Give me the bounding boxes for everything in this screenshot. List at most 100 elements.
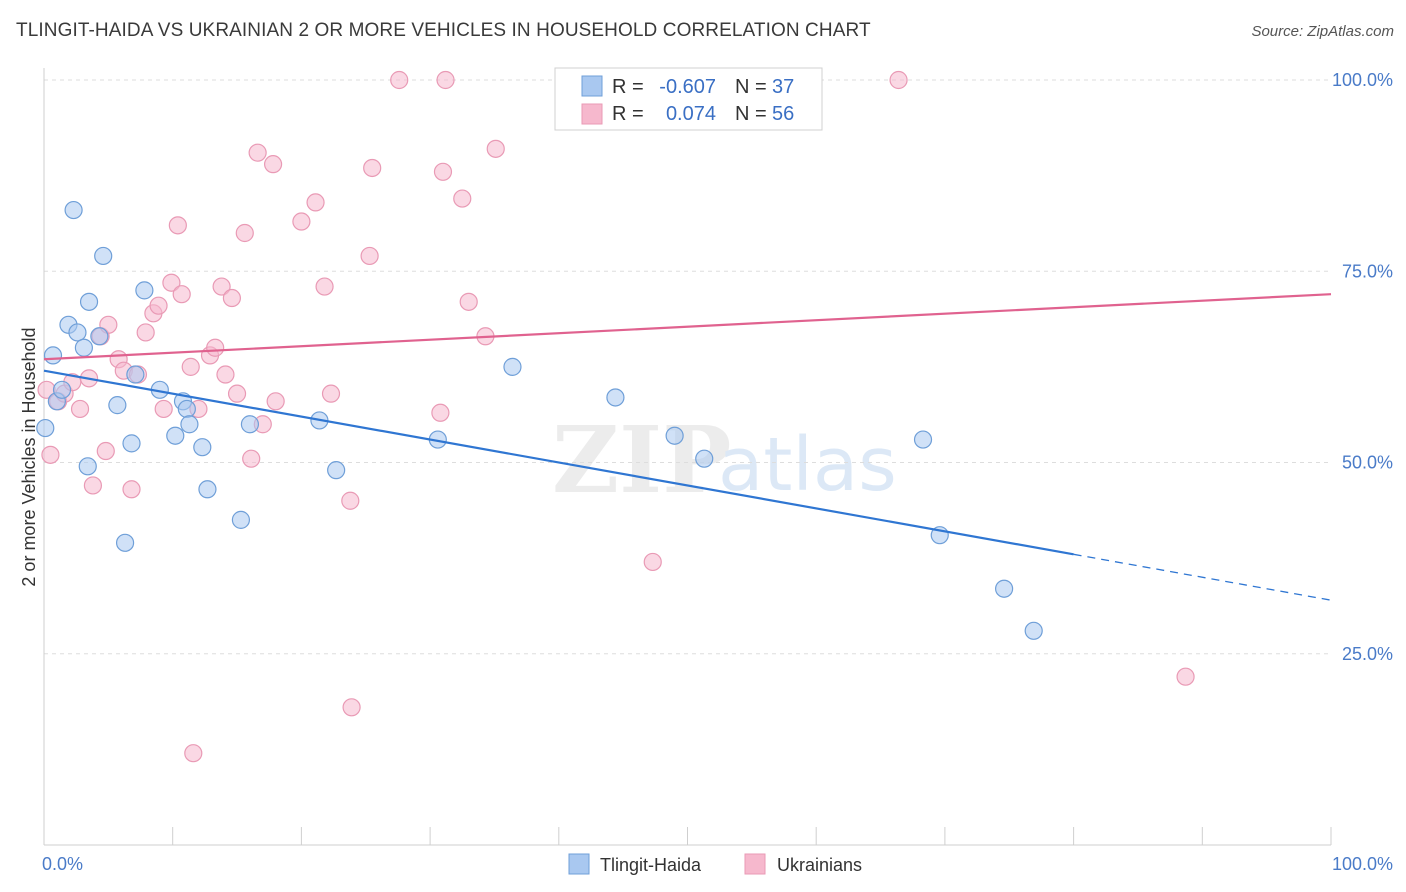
x-axis-ticks: [43, 827, 1332, 845]
tlingit-haida-point: [198, 480, 217, 499]
legend-swatch-ukrainians: [581, 103, 603, 125]
tlingit-haida-point: [193, 438, 212, 457]
bottom-legend-swatch-tlingit-haida: [568, 853, 590, 875]
bottom-legend-swatch-ukrainians: [744, 853, 766, 875]
tlingit-haida-point: [606, 388, 625, 407]
ukrainians-point: [360, 246, 379, 266]
bottom-legend-label-tlingit-haida: Tlingit-Haida: [600, 855, 702, 875]
ukrainians-point: [315, 277, 334, 296]
ukrainians-point: [83, 476, 103, 495]
tlingit-haida-point: [90, 327, 109, 346]
legend-n-label-1: N =: [735, 76, 767, 98]
ukrainians-point: [235, 223, 254, 243]
series-legend: Tlingit-Haida Ukrainians: [568, 853, 862, 875]
ukrainians-point: [222, 288, 242, 308]
ukrainians-point: [168, 216, 187, 235]
ukrainians-point: [70, 399, 90, 419]
legend-r-value-2: 0.074: [666, 103, 716, 125]
ukrainians-point: [154, 399, 173, 419]
tlingit-haida-point: [122, 434, 141, 453]
tlingit-haida-point: [74, 338, 93, 357]
y-tick-label: 75.0%: [1342, 261, 1393, 281]
ukrainians-point: [162, 273, 181, 292]
legend-n-value-1: 37: [772, 76, 794, 98]
ukrainians-point: [212, 277, 231, 296]
tlingit-haida-point: [695, 449, 714, 468]
ukrainians-point: [643, 552, 662, 572]
legend-n-value-2: 56: [772, 103, 794, 125]
tlingit-haida-point: [995, 579, 1014, 598]
tlingit-haida-point: [52, 380, 72, 399]
tlingit-haida-point: [64, 200, 83, 220]
ukrainians-points: [37, 70, 1195, 763]
x-tick-label-min: 0.0%: [42, 854, 83, 874]
y-axis-label: 2 or more Vehicles in Household: [19, 327, 39, 586]
ukrainians-point: [184, 744, 203, 763]
ukrainians-point: [486, 139, 505, 158]
y-tick-label: 50.0%: [1342, 453, 1393, 473]
ukrainians-point: [149, 296, 168, 315]
gridlines: [44, 79, 1331, 655]
tlingit-haida-point: [78, 457, 97, 476]
tlingit-haida-point: [665, 426, 684, 445]
legend-n-label-2: N =: [735, 103, 767, 125]
tlingit-haida-point: [327, 461, 346, 480]
ukrainians-point: [266, 392, 285, 411]
bottom-legend-label-ukrainians: Ukrainians: [777, 855, 862, 875]
tlingit-haida-point: [108, 396, 127, 415]
ukrainians-point: [341, 491, 360, 510]
ukrainians-point: [363, 158, 382, 178]
tlingit-haida-point: [94, 246, 113, 266]
tlingit-haida-point: [1024, 621, 1043, 640]
correlation-legend: R = -0.607 N = 37 R = 0.074 N = 56: [554, 67, 823, 131]
ukrainians-point: [216, 365, 235, 384]
legend-swatch-tlingit-haida: [581, 75, 603, 97]
ukrainians-point: [242, 449, 261, 468]
x-tick-label-max: 100.0%: [1332, 854, 1393, 874]
ukrainians-point: [436, 70, 455, 90]
ukrainians-point: [321, 384, 341, 403]
ukrainians-point: [263, 155, 283, 174]
ukrainians-trend-line: [43, 293, 1332, 361]
chart-title: TLINGIT-HAIDA VS UKRAINIAN 2 OR MORE VEH…: [16, 20, 871, 41]
y-tick-label: 25.0%: [1342, 644, 1393, 664]
ukrainians-point: [453, 189, 472, 208]
ukrainians-point: [1176, 667, 1195, 686]
tlingit-haida-trend-extension: [1073, 553, 1332, 601]
tlingit-haida-point: [79, 292, 99, 311]
tlingit-haida-point: [177, 399, 196, 419]
watermark: ZIP atlas: [552, 406, 897, 514]
tlingit-haida-point: [126, 365, 145, 384]
tlingit-haida-points: [36, 200, 1043, 640]
trend-lines: [43, 293, 1332, 601]
ukrainians-point: [342, 698, 361, 717]
legend-r-value-1: -0.607: [659, 76, 716, 98]
ukrainians-point: [433, 162, 453, 181]
ukrainians-point: [889, 70, 908, 90]
ukrainians-point: [172, 285, 191, 304]
tlingit-haida-point: [43, 346, 63, 365]
tlingit-haida-point: [135, 281, 154, 300]
legend-r-label-2: R =: [612, 103, 644, 125]
tlingit-haida-point: [166, 426, 185, 445]
y-tick-labels: 25.0% 50.0% 75.0% 100.0%: [1332, 70, 1393, 664]
tlingit-haida-point: [503, 357, 522, 376]
tlingit-haida-trend-line: [43, 369, 1074, 556]
ukrainians-point: [390, 70, 409, 90]
ukrainians-point: [431, 403, 450, 422]
tlingit-haida-point: [240, 415, 260, 434]
tlingit-haida-point: [180, 415, 199, 434]
ukrainians-point: [96, 441, 115, 461]
tlingit-haida-point: [36, 418, 55, 438]
ukrainians-point: [227, 384, 247, 403]
ukrainians-point: [292, 212, 311, 231]
tlingit-haida-point: [115, 533, 135, 552]
y-tick-label: 100.0%: [1332, 70, 1393, 90]
legend-r-label-1: R =: [612, 76, 644, 98]
ukrainians-point: [122, 480, 141, 499]
ukrainians-point: [181, 357, 200, 376]
ukrainians-point: [248, 143, 267, 162]
chart-source: Source: ZipAtlas.com: [1251, 23, 1394, 40]
tlingit-haida-point: [68, 323, 87, 342]
